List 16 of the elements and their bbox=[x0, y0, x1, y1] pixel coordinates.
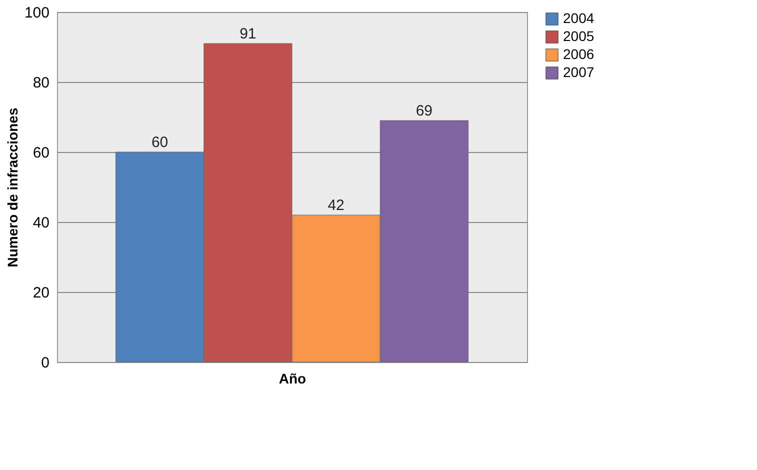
y-tick-label: 80 bbox=[32, 74, 50, 92]
y-tick-label: 100 bbox=[24, 4, 50, 22]
x-axis-title: Año bbox=[278, 370, 306, 386]
data-label: 60 bbox=[151, 134, 168, 151]
y-tick-label: 20 bbox=[32, 284, 50, 302]
data-label: 42 bbox=[328, 197, 344, 214]
y-tick-label: 0 bbox=[41, 354, 50, 372]
y-axis-title: Numero de infracciones bbox=[4, 108, 20, 268]
data-label: 69 bbox=[416, 102, 433, 120]
legend-label: 2006 bbox=[563, 46, 594, 62]
data-label: 91 bbox=[240, 26, 256, 42]
legend-label: 2007 bbox=[563, 64, 594, 80]
y-tick-label: 60 bbox=[32, 144, 50, 162]
legend-label: 2005 bbox=[563, 28, 594, 44]
legend-label: 2004 bbox=[563, 10, 594, 26]
y-tick-label: 40 bbox=[32, 214, 50, 232]
